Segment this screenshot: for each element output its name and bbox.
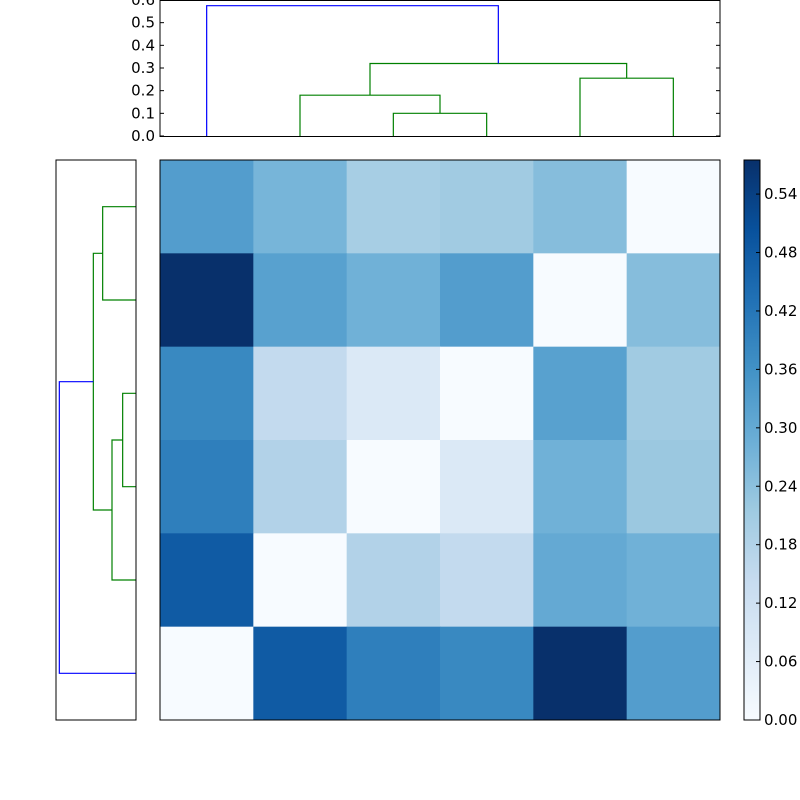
top-dendrogram: 0.0 0.1 0.2 0.3 0.4 0.5 0.6: [131, 0, 721, 145]
heatmap-cell: [533, 346, 628, 441]
dendrogram-link: [299, 94, 441, 136]
heatmap-cell: [533, 440, 628, 534]
colorbar-tick-label: 0.12: [764, 594, 797, 612]
heatmap-cell: [440, 533, 534, 628]
y-tick-label: 0.3: [131, 59, 155, 77]
heatmap-cell: [533, 253, 628, 348]
top-dendrogram-frame: [159, 0, 721, 137]
y-tick-label: 0.2: [131, 82, 155, 100]
heatmap-cell: [626, 440, 721, 534]
dendrogram-link: [111, 439, 136, 581]
heatmap-cell: [346, 440, 441, 534]
heatmap-cell: [346, 346, 441, 441]
heatmap-cell: [160, 160, 254, 254]
heatmap-cell: [253, 160, 348, 254]
heatmap-cell: [440, 160, 534, 254]
heatmap-cell: [533, 626, 628, 721]
colorbar: 0.00 0.06 0.12 0.18 0.24 0.30 0.36 0.42 0.48 0.54: [743, 159, 797, 729]
y-tick-label: 0.1: [131, 104, 155, 122]
y-tick-label: 0.6: [131, 0, 155, 9]
dendrogram-link: [579, 77, 674, 136]
heatmap: [159, 159, 721, 721]
heatmap-cell: [533, 160, 628, 254]
colorbar-bar: [743, 159, 761, 721]
colorbar-tick-label: 0.30: [764, 419, 797, 437]
heatmap-cell: [160, 440, 254, 534]
heatmap-cell: [533, 533, 628, 628]
dendrogram-link: [369, 62, 628, 96]
colorbar-tick-label: 0.24: [764, 477, 797, 495]
heatmap-cell: [346, 533, 441, 628]
heatmap-cell: [160, 253, 254, 348]
colorbar-tick-label: 0.54: [764, 185, 797, 203]
colorbar-tick-label: 0.42: [764, 302, 797, 320]
dendrogram-link: [392, 112, 488, 136]
heatmap-cell: [440, 253, 534, 348]
heatmap-cell: [253, 626, 348, 721]
left-dendrogram-frame: [55, 159, 137, 721]
dendrogram-link: [102, 206, 136, 301]
heatmap-cell: [253, 253, 348, 348]
heatmap-cell: [440, 346, 534, 441]
heatmap-cell: [160, 346, 254, 441]
heatmap-cell: [253, 346, 348, 441]
heatmap-cell: [346, 160, 441, 254]
colorbar-tick-label: 0.36: [764, 360, 797, 378]
dendrogram-link: [206, 5, 499, 136]
heatmap-cell: [346, 626, 441, 721]
heatmap-cell: [160, 626, 254, 721]
heatmap-cell: [626, 253, 721, 348]
dendrogram-link: [58, 381, 136, 674]
heatmap-cell: [440, 626, 534, 721]
y-tick-label: 0.5: [131, 14, 155, 32]
heatmap-cell: [626, 626, 721, 721]
heatmap-cell: [253, 533, 348, 628]
heatmap-cell: [160, 533, 254, 628]
y-tick-label: 0.4: [131, 36, 155, 54]
dendrogram-link: [122, 392, 136, 488]
heatmap-cell: [253, 440, 348, 534]
left-dendrogram: [55, 159, 137, 721]
heatmap-cell: [626, 346, 721, 441]
colorbar-tick-label: 0.06: [764, 653, 797, 671]
colorbar-tick-label: 0.00: [764, 711, 797, 729]
heatmap-cell: [626, 160, 721, 254]
heatmap-frame: [159, 159, 721, 721]
heatmap-cell: [440, 440, 534, 534]
y-tick-label: 0.0: [131, 127, 155, 145]
heatmap-cell: [346, 253, 441, 348]
heatmap-cell: [626, 533, 721, 628]
colorbar-tick-label: 0.48: [764, 244, 797, 262]
colorbar-tick-label: 0.18: [764, 536, 797, 554]
